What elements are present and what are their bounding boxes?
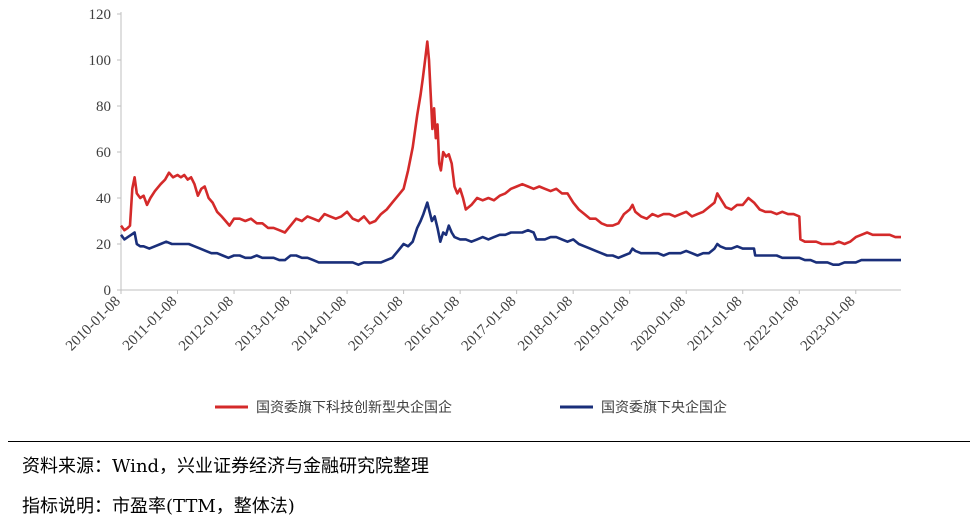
x-tick-label: 2023-01-08 <box>798 294 859 355</box>
x-tick-label: 2017-01-08 <box>459 294 520 355</box>
x-tick-label: 2020-01-08 <box>628 294 689 355</box>
y-tick-label: 0 <box>104 283 112 299</box>
x-tick-label: 2011-01-08 <box>120 294 180 354</box>
x-axis: 2010-01-082011-01-082012-01-082013-01-08… <box>63 289 901 355</box>
series-layer <box>119 40 901 266</box>
y-tick-label: 80 <box>96 99 111 115</box>
legend-label-tech-soe: 国资委旗下科技创新型央企国企 <box>256 399 452 416</box>
series-line-0 <box>119 40 901 246</box>
x-tick-label: 2013-01-08 <box>233 294 294 355</box>
x-tick-label: 2014-01-08 <box>289 294 350 355</box>
x-tick-label: 2015-01-08 <box>346 294 407 355</box>
x-tick-label: 2010-01-08 <box>63 294 124 355</box>
legend: 国资委旗下科技创新型央企国企 国资委旗下央企国企 <box>215 399 727 416</box>
x-tick-label: 2022-01-08 <box>741 294 802 355</box>
y-tick-label: 100 <box>89 53 112 69</box>
indicator-note: 指标说明：市盈率(TTM，整体法) <box>22 496 295 517</box>
pe-ratio-line-chart: 0 20 40 60 80 100 120 2010-01-082011-01-082012… <box>63 7 901 416</box>
divider-line <box>8 441 970 442</box>
y-tick-label: 20 <box>96 237 111 253</box>
x-tick-label: 2019-01-08 <box>572 294 633 355</box>
y-tick-label: 40 <box>96 191 111 207</box>
x-tick-label: 2018-01-08 <box>515 294 576 355</box>
x-tick-label: 2012-01-08 <box>176 294 237 355</box>
series-line-1 <box>119 201 901 266</box>
legend-label-central-soe: 国资委旗下央企国企 <box>601 399 727 416</box>
x-tick-label: 2021-01-08 <box>685 294 746 355</box>
y-tick-label: 60 <box>96 145 111 161</box>
source-note: 资料来源：Wind，兴业证券经济与金融研究院整理 <box>22 456 430 477</box>
y-axis: 0 20 40 60 80 100 120 <box>89 7 122 299</box>
x-tick-label: 2016-01-08 <box>402 294 463 355</box>
y-tick-label: 120 <box>89 7 112 23</box>
